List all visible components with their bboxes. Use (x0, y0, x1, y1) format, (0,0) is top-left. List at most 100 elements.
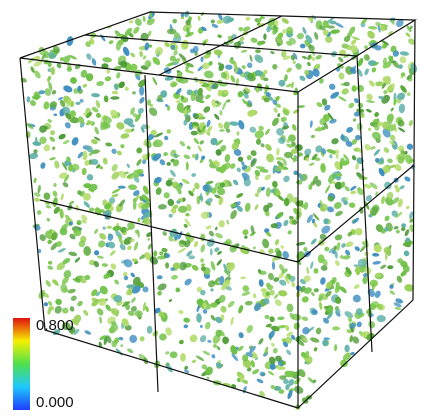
blob (139, 86, 144, 96)
blob (259, 371, 266, 376)
blob (207, 279, 217, 289)
blob (128, 184, 138, 191)
blob (93, 249, 100, 256)
blob (330, 29, 340, 35)
blob (254, 204, 259, 211)
blob (139, 335, 146, 342)
blob (399, 184, 406, 190)
blob (91, 58, 97, 67)
blob (199, 139, 205, 145)
blob (101, 263, 108, 267)
blob (373, 148, 381, 156)
blob (74, 256, 81, 263)
blob (320, 224, 332, 236)
blob (133, 241, 139, 251)
blob (347, 102, 355, 110)
blob (313, 347, 318, 352)
blob (398, 103, 405, 113)
blob (199, 334, 208, 344)
blob (375, 21, 382, 27)
blob (104, 76, 111, 82)
blob (395, 229, 400, 235)
blob (315, 327, 322, 335)
blob (84, 329, 92, 335)
blob (67, 288, 76, 294)
blob (52, 190, 59, 198)
blob (376, 315, 385, 323)
blob (185, 213, 189, 216)
blob (301, 295, 310, 303)
blob (227, 300, 236, 309)
blob (54, 114, 58, 117)
blob (351, 155, 357, 161)
blob (44, 279, 52, 288)
blob (244, 202, 251, 212)
blob (191, 264, 200, 272)
blob (135, 146, 143, 154)
blob (122, 46, 131, 57)
blob (387, 265, 393, 269)
blob (47, 239, 53, 245)
blob (236, 167, 242, 173)
blob (93, 228, 98, 234)
blob (27, 57, 35, 65)
blob (46, 217, 51, 222)
blob (253, 293, 257, 298)
blob (62, 269, 72, 280)
blob (180, 17, 184, 20)
blob (229, 121, 239, 126)
blob (219, 305, 227, 314)
blob (50, 67, 55, 75)
blob (171, 274, 179, 280)
blob (37, 210, 42, 215)
blob (330, 137, 339, 145)
blob (387, 158, 394, 164)
blob (310, 238, 318, 246)
blob (338, 95, 348, 102)
blob (324, 184, 331, 194)
blob (235, 192, 243, 199)
blob (183, 317, 190, 323)
blob (337, 56, 344, 63)
blob (351, 85, 357, 92)
blob (157, 275, 163, 279)
blob (334, 234, 343, 242)
blob (282, 219, 289, 227)
blob (142, 185, 150, 196)
blob (229, 209, 239, 220)
blob (240, 276, 246, 279)
blob (310, 261, 315, 269)
blob (245, 301, 253, 306)
blob (257, 337, 264, 345)
blob (334, 344, 337, 351)
blob (267, 370, 275, 376)
blob (62, 307, 69, 313)
blob (302, 55, 308, 59)
blob (89, 207, 95, 211)
blob (64, 121, 72, 130)
blob (153, 250, 157, 256)
blob (203, 70, 214, 80)
blob (406, 92, 411, 97)
blob (364, 68, 370, 76)
blob (62, 84, 73, 94)
blob (126, 245, 132, 252)
blob (355, 83, 365, 93)
blob (213, 113, 220, 121)
blob (366, 108, 373, 113)
blob (111, 193, 119, 198)
blob (178, 205, 188, 213)
blob (102, 157, 108, 165)
blob (130, 52, 136, 58)
blob (272, 180, 279, 188)
blob (222, 336, 230, 345)
blob (74, 63, 82, 70)
blob (309, 336, 320, 343)
blob (151, 56, 162, 67)
blob (102, 226, 106, 230)
blob (97, 255, 104, 259)
blob (200, 258, 204, 263)
blob (273, 107, 279, 114)
blob (62, 181, 70, 188)
blob (291, 124, 297, 132)
